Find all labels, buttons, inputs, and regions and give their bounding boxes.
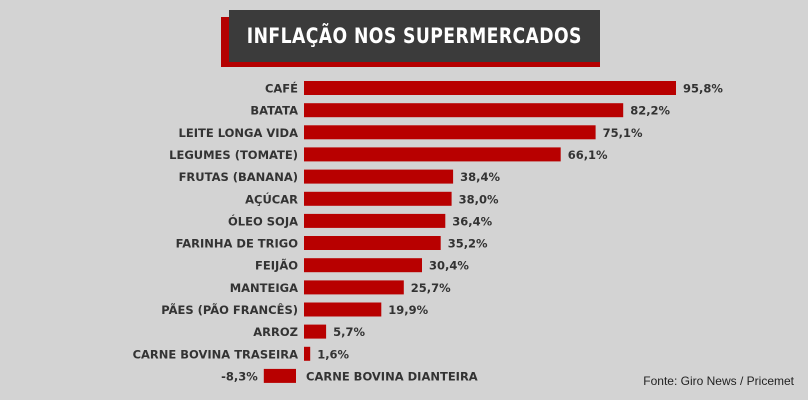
value-label-0: 95,8% bbox=[683, 82, 723, 96]
bar-2 bbox=[304, 125, 596, 140]
value-label-11: 5,7% bbox=[333, 325, 365, 339]
bar-1 bbox=[304, 103, 624, 118]
value-label-12: 1,6% bbox=[317, 347, 349, 361]
value-label-9: 25,7% bbox=[411, 281, 451, 295]
value-label-1: 82,2% bbox=[630, 104, 670, 118]
bar-12 bbox=[304, 346, 311, 361]
value-label-4: 38,4% bbox=[460, 170, 500, 184]
category-label-4: FRUTAS (BANANA) bbox=[179, 170, 298, 184]
bar-9 bbox=[304, 280, 404, 295]
value-label-13: -8,3% bbox=[221, 369, 258, 383]
bar-3 bbox=[304, 147, 561, 162]
value-label-5: 38,0% bbox=[459, 192, 499, 206]
category-label-2: LEITE LONGA VIDA bbox=[179, 126, 299, 140]
chart-title: INFLAÇÃO NOS SUPERMERCADOS bbox=[246, 24, 583, 48]
category-label-6: ÓLEO SOJA bbox=[228, 213, 298, 228]
bar-8 bbox=[304, 258, 422, 273]
category-label-7: FARINHA DE TRIGO bbox=[176, 237, 299, 251]
category-label-0: CAFÉ bbox=[265, 81, 298, 96]
value-label-6: 36,4% bbox=[452, 214, 492, 228]
bar-5 bbox=[304, 191, 452, 206]
bar-7 bbox=[304, 236, 441, 250]
bar-6 bbox=[304, 213, 446, 228]
category-label-9: MANTEIGA bbox=[230, 281, 298, 295]
value-label-2: 75,1% bbox=[603, 126, 643, 140]
category-label-11: ARROZ bbox=[253, 325, 298, 339]
value-label-3: 66,1% bbox=[568, 148, 608, 162]
bar-13 bbox=[263, 368, 296, 383]
value-label-10: 19,9% bbox=[388, 303, 428, 317]
bar-0 bbox=[304, 81, 676, 95]
category-label-13: CARNE BOVINA DIANTEIRA bbox=[306, 369, 478, 383]
bar-10 bbox=[304, 302, 382, 317]
source-note: Fonte: Giro News / Pricemet bbox=[643, 374, 794, 388]
category-label-1: BATATA bbox=[250, 104, 298, 118]
category-label-3: LEGUMES (TOMATE) bbox=[169, 148, 298, 162]
category-label-8: FEIJÃO bbox=[255, 258, 298, 273]
bar-11 bbox=[304, 324, 327, 339]
title-banner: INFLAÇÃO NOS SUPERMERCADOS bbox=[229, 10, 600, 62]
category-label-12: CARNE BOVINA TRASEIRA bbox=[133, 347, 298, 361]
category-label-5: AÇÚCAR bbox=[245, 191, 298, 206]
category-label-10: PÃES (PÃO FRANCÊS) bbox=[161, 302, 298, 317]
value-label-7: 35,2% bbox=[448, 237, 488, 251]
bar-4 bbox=[304, 169, 454, 184]
value-label-8: 30,4% bbox=[429, 259, 469, 273]
